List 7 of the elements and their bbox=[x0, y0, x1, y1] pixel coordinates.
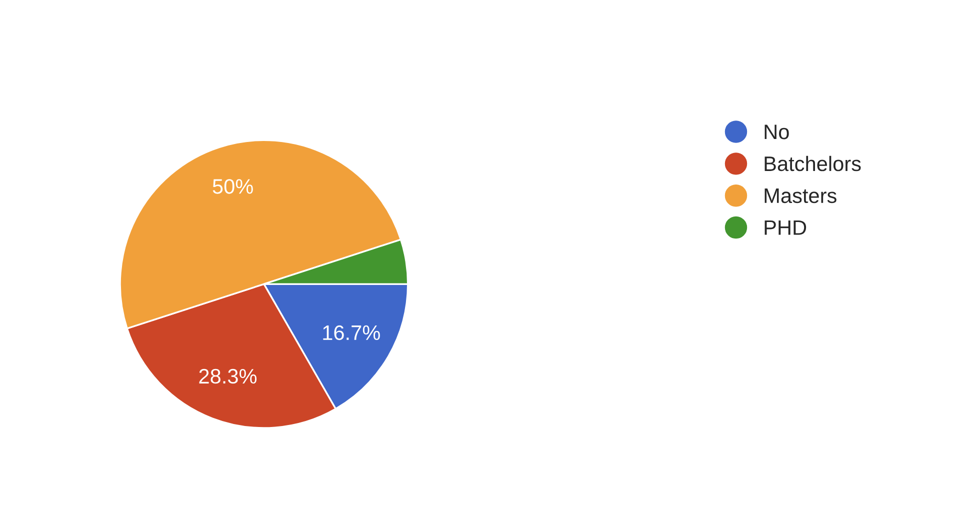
legend-label: Batchelors bbox=[764, 156, 861, 172]
data-label: 16.7% bbox=[323, 325, 380, 340]
legend-label: No bbox=[764, 124, 789, 140]
legend-label: PHD bbox=[764, 220, 806, 235]
data-label: 28.3% bbox=[199, 368, 257, 384]
data-label: 50% bbox=[212, 179, 253, 194]
legend-label: Masters bbox=[764, 188, 836, 204]
